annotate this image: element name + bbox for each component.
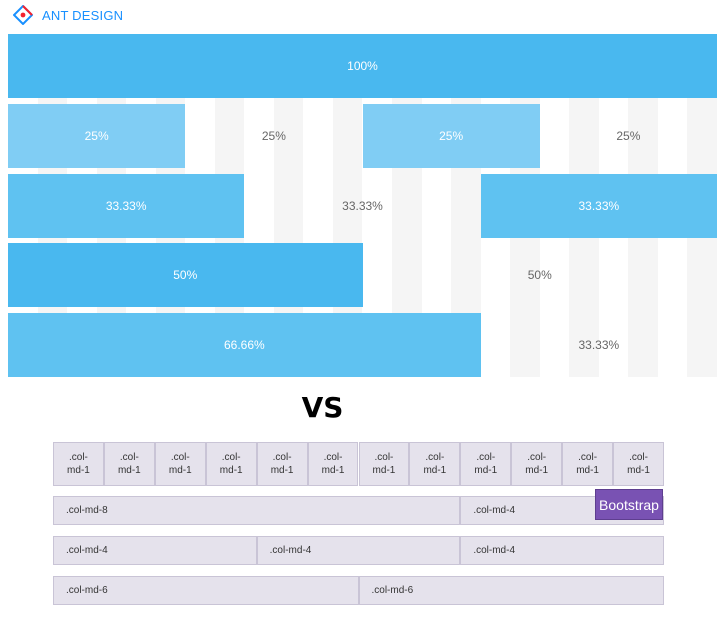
ant-row: 100% <box>8 34 717 98</box>
ant-col: 33.33% <box>8 174 245 238</box>
bootstrap-col: .col- md-1 <box>103 442 155 486</box>
ant-row: 33.33% 33.33% 33.33% <box>8 174 717 238</box>
bootstrap-col: .col- md-1 <box>307 442 359 486</box>
ant-row: 25% 25% 25% 25% <box>8 104 717 168</box>
ant-col: 25% <box>8 104 186 168</box>
bootstrap-col: .col- md-1 <box>613 442 664 486</box>
bootstrap-row: .col-md-4 .col-md-4 .col-md-4 <box>53 536 664 565</box>
ant-grid-demo: 100% 25% 25% 25% 25% 33.33% 33.33% 33.33% 50% 50%… <box>8 34 717 377</box>
bootstrap-col: .col- md-1 <box>256 442 308 486</box>
bootstrap-col: .col-md-4 <box>460 536 664 565</box>
bootstrap-col: .col- md-1 <box>53 442 104 486</box>
ant-col: 25% <box>261 129 286 143</box>
bootstrap-badge: Bootstrap <box>595 489 663 520</box>
brand[interactable]: ANT DESIGN <box>13 5 123 25</box>
bootstrap-col: .col- md-1 <box>358 442 410 486</box>
bootstrap-row: .col- md-1 .col- md-1 .col- md-1 .col- md-1… <box>53 442 664 486</box>
bootstrap-col: .col- md-1 <box>205 442 257 486</box>
bootstrap-col: .col- md-1 <box>511 442 563 486</box>
bootstrap-col: .col- md-1 <box>460 442 512 486</box>
brand-text: ANT DESIGN <box>42 7 124 23</box>
ant-col: 33.33% <box>342 199 383 213</box>
ant-col: 50% <box>527 268 552 282</box>
ant-col: 100% <box>8 34 717 98</box>
bootstrap-col: .col-md-4 <box>53 536 257 565</box>
bootstrap-col: .col-md-8 <box>53 496 461 525</box>
vs-label: VS <box>301 391 344 424</box>
ant-row: 66.66% 33.33% <box>8 313 717 377</box>
bootstrap-col: .col-md-6 <box>53 576 359 605</box>
ant-col: 50% <box>8 243 363 307</box>
bootstrap-col: .col-md-4 <box>256 536 461 565</box>
bootstrap-col: .col- md-1 <box>154 442 206 486</box>
ant-col: 33.33% <box>578 338 620 352</box>
ant-col: 25% <box>362 104 540 168</box>
bootstrap-row: .col-md-6 .col-md-6 <box>53 576 664 605</box>
bootstrap-row: .col-md-8 .col-md-4 <box>53 496 664 525</box>
ant-col: 33.33% <box>480 174 717 238</box>
ant-row: 50% 50% <box>8 243 717 307</box>
bootstrap-col: .col- md-1 <box>562 442 614 486</box>
ant-design-logo-icon <box>13 5 33 25</box>
bootstrap-col: .col- md-1 <box>409 442 461 486</box>
bootstrap-col: .col-md-6 <box>358 576 664 605</box>
ant-col: 66.66% <box>8 313 481 377</box>
ant-col: 25% <box>616 129 641 143</box>
